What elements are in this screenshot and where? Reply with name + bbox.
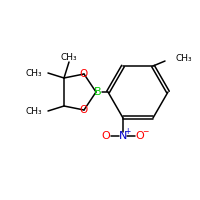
Text: CH₃: CH₃ [25,106,42,116]
Text: N: N [119,131,127,141]
Text: O: O [80,105,88,115]
Text: CH₃: CH₃ [61,53,77,62]
Text: CH₃: CH₃ [25,68,42,77]
Text: +: + [124,127,130,136]
Text: O: O [102,131,110,141]
Text: B: B [94,87,102,97]
Text: CH₃: CH₃ [175,54,192,63]
Text: O: O [136,131,144,141]
Text: −: − [142,127,148,136]
Text: O: O [80,69,88,79]
